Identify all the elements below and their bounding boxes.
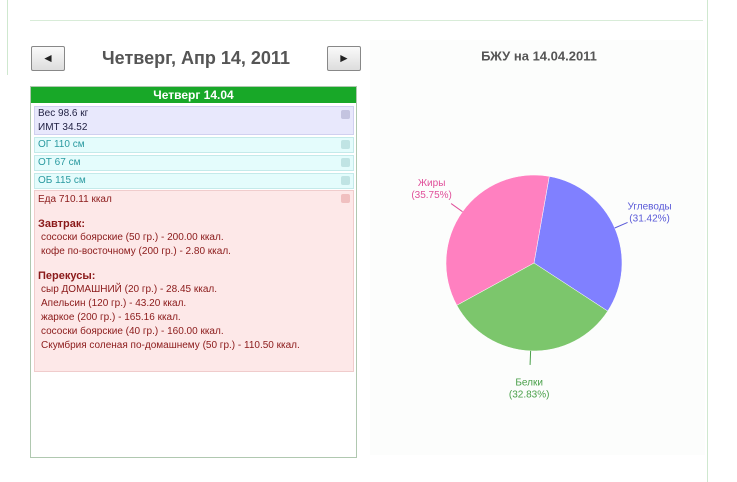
meal-item: жаркое (200 гр.) - 165.16 ккал. <box>41 312 181 323</box>
slice-value-label: (32.83%) <box>509 390 550 401</box>
chart-title: БЖУ на 14.04.2011 <box>481 48 597 63</box>
meal-name: Перекусы: <box>38 270 96 282</box>
pie-slice <box>533 176 623 312</box>
icon[interactable] <box>341 110 350 119</box>
meal-item: сыр ДОМАШНИЙ (20 гр.) - 28.45 ккал. <box>41 284 218 295</box>
measurement-row: ОГ 110 см <box>34 137 354 153</box>
meal-name: Завтрак: <box>38 218 86 230</box>
bmi: ИМТ 34.52 <box>38 122 88 133</box>
meal-item: Апельсин (120 гр.) - 43.20 ккал. <box>41 298 187 309</box>
icon[interactable] <box>341 158 350 167</box>
slice-label: Углеводы <box>627 202 671 213</box>
icon[interactable] <box>341 176 350 185</box>
day-panel <box>30 86 357 458</box>
leader-line <box>450 203 463 213</box>
slice-label: Жиры <box>418 178 446 189</box>
pie-slice <box>456 262 609 352</box>
measurement: ОГ 110 см <box>38 139 85 150</box>
border <box>7 0 8 75</box>
weight-row: Вес 98.6 кг ИМТ 34.52 <box>34 106 354 135</box>
next-button[interactable]: ► <box>327 46 361 71</box>
prev-button[interactable]: ◄ <box>31 46 65 71</box>
border <box>707 0 708 482</box>
measurement-row: ОБ 115 см <box>34 173 354 189</box>
date-title: Четверг, Апр 14, 2011 <box>102 48 290 68</box>
measurement: ОБ 115 см <box>38 175 86 186</box>
icon[interactable] <box>341 194 350 203</box>
meal-item: сососки боярские (50 гр.) - 200.00 ккал. <box>41 232 224 243</box>
measurement-row: ОТ 67 см <box>34 155 354 171</box>
food-block: Еда 710.11 ккал Завтрак: сососки боярские… <box>34 190 354 372</box>
food-total: Еда 710.11 ккал <box>38 194 112 205</box>
day-title: Четверг 14.04 <box>31 87 356 103</box>
meal-item: кофе по-восточному (200 гр.) - 2.80 ккал… <box>41 246 231 257</box>
icon[interactable] <box>341 140 350 149</box>
measurement: ОТ 67 см <box>38 157 81 168</box>
leader-line <box>614 221 628 229</box>
divider <box>30 20 703 21</box>
meal-item: Скумбрия соленая по-домашнему (50 гр.) -… <box>41 340 300 351</box>
meal-item: сососки боярские (40 гр.) - 160.00 ккал. <box>41 326 224 337</box>
weight: Вес 98.6 кг <box>38 108 89 119</box>
slice-value-label: (35.75%) <box>411 190 452 201</box>
slice-value-label: (31.42%) <box>629 214 670 225</box>
slice-label: Белки <box>515 378 543 389</box>
leader-line <box>529 350 532 365</box>
